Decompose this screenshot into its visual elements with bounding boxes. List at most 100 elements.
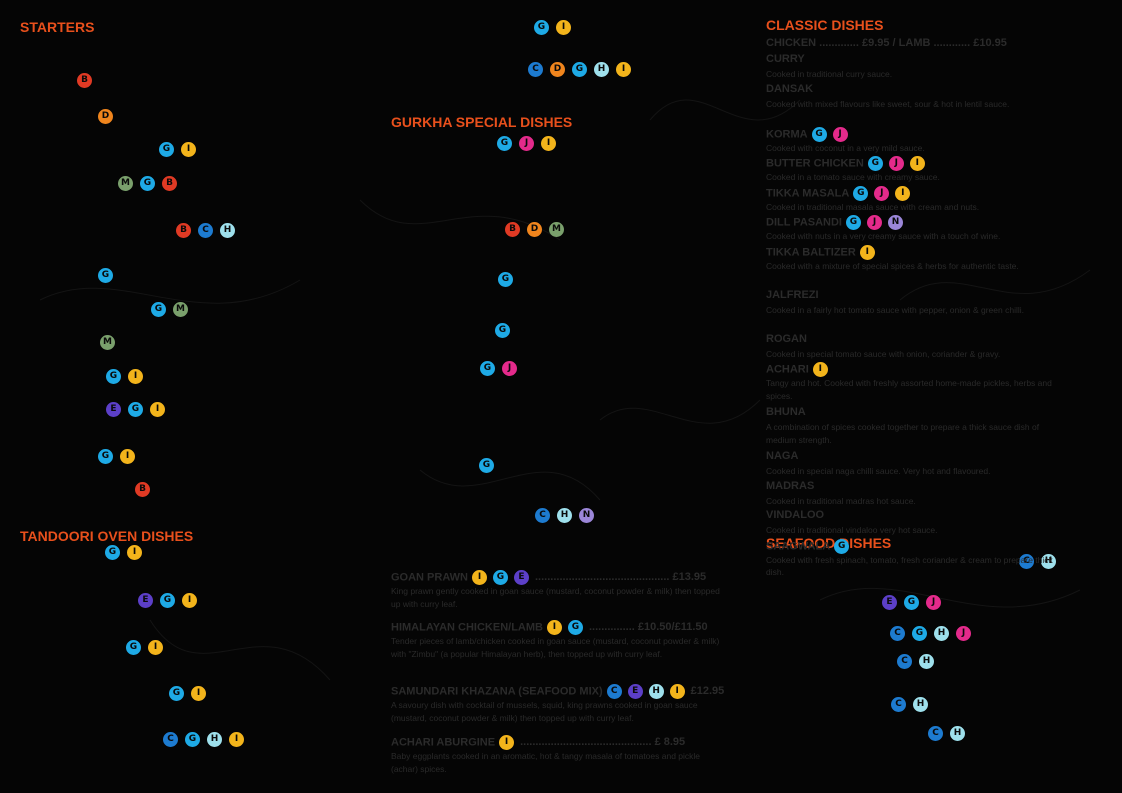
allergen-icon-i: I [546, 620, 562, 635]
allergen-icon-n: N [579, 508, 594, 523]
allergen-icon-c: C [163, 732, 178, 747]
allergen-icon-g: G [497, 136, 512, 151]
allergen-icon-n: N [888, 215, 903, 230]
special-dish-name: GOAN PRAWN I G E...........................… [391, 570, 706, 585]
classic-dish-name: KORMA G J [766, 126, 848, 142]
dish-name-text: ACHARI [766, 363, 809, 376]
allergen-icon-i: I [229, 732, 244, 747]
allergen-icon-i: I [191, 686, 206, 701]
allergen-icon-g: G [479, 458, 494, 473]
allergen-icon-i: I [472, 570, 487, 585]
classic-dish-desc: Tangy and hot. Cooked with freshly assor… [766, 378, 1052, 401]
gurkha-allergen-group: G [495, 323, 510, 338]
dish-name-text: MADRAS [766, 479, 815, 492]
heading-gurkha: GURKHA SPECIAL DISHES [391, 114, 573, 130]
classic-dish-desc: Cooked in traditional vindaloo very hot … [766, 525, 938, 535]
allergen-icon-g: G [106, 369, 121, 384]
starters-allergen-group: D [98, 109, 113, 124]
classic-dish-desc: Cooked in special naga chilli sauce. Ver… [766, 466, 991, 476]
allergen-icon-i: I [895, 185, 911, 201]
dish-name-text: JALFREZI [766, 288, 819, 301]
allergen-icon-g: G [811, 126, 827, 142]
allergen-icon-b: B [162, 176, 177, 191]
allergen-icon-h: H [557, 508, 572, 523]
classic-dish-name: CURRY [766, 53, 805, 65]
heading-classic: CLASSIC DISHES [766, 17, 884, 33]
special-dish-desc: King prawn gently cooked in goan sauce (… [391, 586, 720, 609]
dish-name-text: ACHARI ABURGINE [391, 736, 496, 749]
classic-allergen-group: G [834, 538, 850, 554]
classic-dish-desc: Cooked in a fairly hot tomato sauce with… [766, 304, 1024, 315]
allergen-icon-e: E [138, 593, 153, 608]
allergen-icon-h: H [648, 684, 664, 699]
allergen-icon-m: M [100, 335, 115, 350]
special-dish-name: ACHARI ABURGINE I........................… [391, 735, 685, 750]
classic-dish-desc: Cooked in traditional masala sauce with … [766, 201, 980, 212]
classic-dish-desc: Cooked with coconut in a very mild sauce… [766, 142, 925, 153]
heading-tandoori: TANDOORI OVEN DISHES [20, 528, 194, 544]
allergen-icon-i: I [669, 684, 685, 699]
allergen-icon-h: H [950, 726, 965, 741]
dish-name-text: SAAGWALA [766, 539, 831, 552]
classic-dish-name: BUTTER CHICKEN G J I [766, 156, 925, 171]
classic-dish-desc: Cooked in special tomato sauce with onio… [766, 348, 1001, 359]
allergen-icon-h: H [1041, 554, 1056, 569]
allergen-icon-j: J [519, 136, 534, 151]
allergen-icon-g: G [98, 449, 113, 464]
allergen-icon-i: I [909, 156, 925, 171]
allergen-icon-b: B [135, 482, 150, 497]
allergen-icon-h: H [594, 62, 609, 77]
classic-dish-name: VINDALOO [766, 509, 824, 521]
allergen-icon-c: C [928, 726, 943, 741]
dish-name-text: SAMUNDARI KHAZANA (SEAFOOD MIX) [391, 685, 603, 698]
dish-name-text: VINDALOO [766, 509, 825, 521]
dish-name-text: KORMA [766, 127, 808, 140]
classic-dish-name: TIKKA BALTIZER I [766, 244, 875, 260]
classic-dish-name: ACHARI I [766, 362, 828, 377]
dish-name-text: HIMALAYAN CHICKEN/LAMB [391, 621, 543, 634]
dish-price: £12.95 [690, 685, 725, 698]
allergen-icon-c: C [1019, 554, 1034, 569]
classic-dish-desc: Cooked with mixed flavours like sweet, s… [766, 98, 1010, 109]
allergen-icon-j: J [874, 185, 890, 201]
allergen-icon-g: G [567, 620, 583, 635]
allergen-icon-i: I [812, 362, 828, 377]
classic-dish-desc: A combination of spices cooked together … [766, 422, 1040, 445]
allergen-icon-b: B [505, 222, 520, 237]
classic-price-line: CHICKEN ............. £9.95 / LAMB .....… [766, 37, 1007, 49]
allergen-icon-g: G [105, 545, 120, 560]
allergen-icon-g: G [834, 538, 850, 554]
allergen-icon-g: G [534, 20, 549, 35]
dish-name-text: CURRY [766, 53, 805, 65]
classic-dish-desc: Cooked with nuts in a very creamy sauce … [766, 231, 1001, 241]
allergen-icon-h: H [919, 654, 934, 669]
allergen-icon-h: H [220, 223, 235, 238]
allergen-icon-j: J [832, 126, 848, 142]
heading-starters: STARTERS [20, 19, 95, 35]
allergen-icon-d: D [527, 222, 542, 237]
allergen-icon-j: J [502, 361, 517, 376]
allergen-icon-g: G [185, 732, 200, 747]
dish-name-text: NAGA [766, 450, 799, 462]
allergen-icon-j: J [888, 156, 904, 171]
allergen-icon-c: C [528, 62, 543, 77]
allergen-icon-m: M [549, 222, 564, 237]
special-dish-name: HIMALAYAN CHICKEN/LAMB I G ............... … [391, 620, 708, 635]
allergen-icon-i: I [499, 735, 515, 750]
